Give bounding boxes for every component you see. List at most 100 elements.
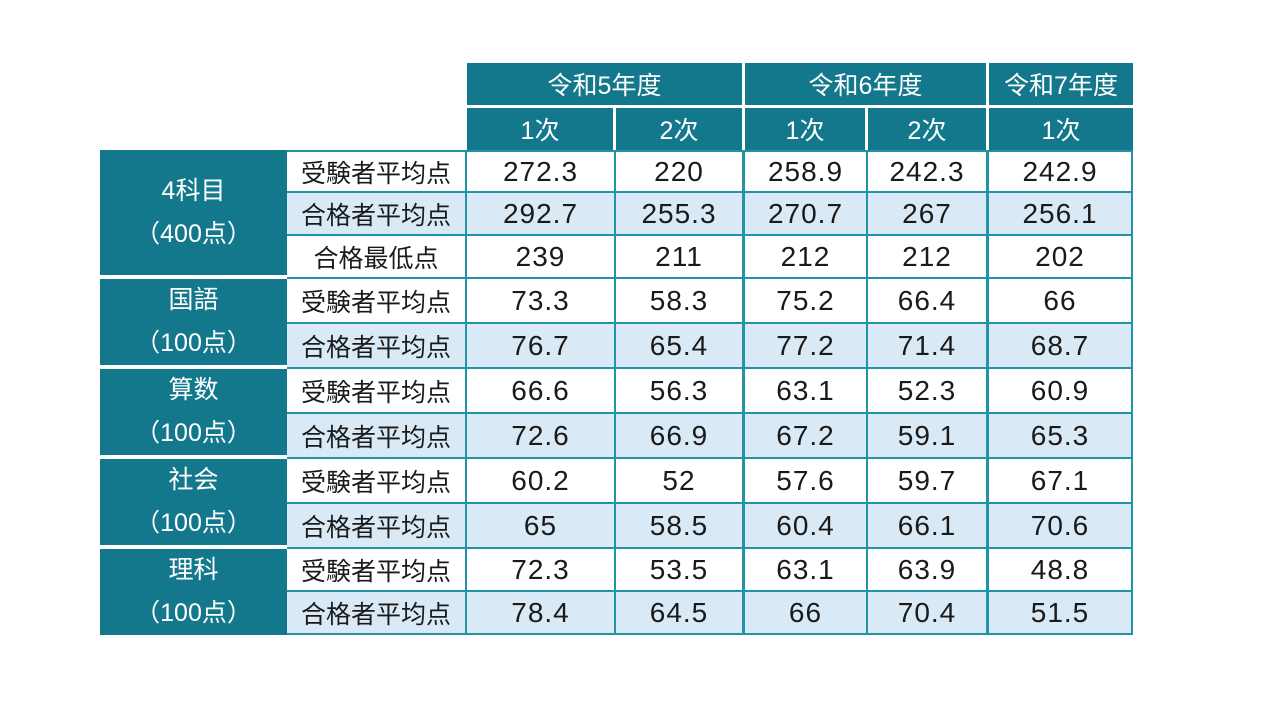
group-subject: 算数 xyxy=(168,376,219,404)
value-cell: 65 xyxy=(467,504,616,549)
value-cell: 75.2 xyxy=(745,279,868,324)
year-header-row: 令和5年度 令和6年度 令和7年度 xyxy=(100,63,1133,108)
value-cell: 66.9 xyxy=(616,414,745,459)
row-label: 合格者平均点 xyxy=(287,324,467,369)
header-spacer xyxy=(100,108,467,150)
value-cell: 56.3 xyxy=(616,369,745,414)
row-label: 受験者平均点 xyxy=(287,369,467,414)
group-max-score: （100点） xyxy=(135,329,252,357)
value-cell: 72.6 xyxy=(467,414,616,459)
value-cell: 66.1 xyxy=(868,504,989,549)
value-cell: 58.3 xyxy=(616,279,745,324)
value-cell: 71.4 xyxy=(868,324,989,369)
group-cell-math: 算数 （100点） xyxy=(100,369,287,459)
value-cell: 242.9 xyxy=(989,150,1133,193)
group-subject: 4科目 xyxy=(161,176,226,205)
value-cell: 242.3 xyxy=(868,150,989,193)
value-cell: 53.5 xyxy=(616,549,745,592)
value-cell: 67.1 xyxy=(989,459,1133,504)
value-cell: 70.6 xyxy=(989,504,1133,549)
group-max-score: （100点） xyxy=(135,599,252,627)
row-label: 受験者平均点 xyxy=(287,150,467,193)
value-cell: 66.6 xyxy=(467,369,616,414)
value-cell: 258.9 xyxy=(745,150,868,193)
value-cell: 212 xyxy=(868,236,989,279)
table-row: 合格者平均点 72.6 66.9 67.2 59.1 65.3 xyxy=(100,414,1133,459)
value-cell: 212 xyxy=(745,236,868,279)
table-row: 国語 （100点） 受験者平均点 73.3 58.3 75.2 66.4 66 xyxy=(100,279,1133,369)
row-label: 受験者平均点 xyxy=(287,279,467,324)
value-cell: 220 xyxy=(616,150,745,193)
session-header-r5-2nd: 2次 xyxy=(616,108,745,150)
value-cell: 65.4 xyxy=(616,324,745,369)
value-cell: 66 xyxy=(745,592,868,635)
value-cell: 51.5 xyxy=(989,592,1133,635)
value-cell: 60.4 xyxy=(745,504,868,549)
value-cell: 66.4 xyxy=(868,279,989,324)
value-cell: 63.9 xyxy=(868,549,989,592)
table-row: 社会 （100点） 受験者平均点 60.2 52 57.6 59.7 67.1 xyxy=(100,459,1133,549)
group-max-score: （100点） xyxy=(135,419,252,447)
table-row: 算数 （100点） 受験者平均点 66.6 56.3 63.1 52.3 60.… xyxy=(100,369,1133,459)
year-header-reiwa6: 令和6年度 xyxy=(745,63,989,108)
value-cell: 255.3 xyxy=(616,193,745,236)
table-row: 合格者平均点 78.4 64.5 66 70.4 51.5 xyxy=(100,592,1133,635)
value-cell: 73.3 xyxy=(467,279,616,324)
session-header-r6-1st: 1次 xyxy=(745,108,868,150)
table-row: 合格最低点 239 211 212 212 202 xyxy=(100,236,1133,279)
row-label: 合格最低点 xyxy=(287,236,467,279)
value-cell: 59.1 xyxy=(868,414,989,459)
session-header-r7-1st: 1次 xyxy=(989,108,1133,150)
value-cell: 60.9 xyxy=(989,369,1133,414)
table-row: 合格者平均点 292.7 255.3 270.7 267 256.1 xyxy=(100,193,1133,236)
group-subject: 国語 xyxy=(168,286,219,314)
value-cell: 256.1 xyxy=(989,193,1133,236)
value-cell: 52 xyxy=(616,459,745,504)
value-cell: 66 xyxy=(989,279,1133,324)
value-cell: 70.4 xyxy=(868,592,989,635)
table-row: 合格者平均点 65 58.5 60.4 66.1 70.6 xyxy=(100,504,1133,549)
value-cell: 52.3 xyxy=(868,369,989,414)
value-cell: 59.7 xyxy=(868,459,989,504)
value-cell: 267 xyxy=(868,193,989,236)
session-header-row: 1次 2次 1次 2次 1次 xyxy=(100,108,1133,150)
value-cell: 63.1 xyxy=(745,549,868,592)
value-cell: 272.3 xyxy=(467,150,616,193)
group-max-score: （100点） xyxy=(135,509,252,537)
value-cell: 63.1 xyxy=(745,369,868,414)
value-cell: 76.7 xyxy=(467,324,616,369)
session-header-r6-2nd: 2次 xyxy=(868,108,989,150)
row-label: 合格者平均点 xyxy=(287,193,467,236)
row-label: 受験者平均点 xyxy=(287,549,467,592)
row-label: 合格者平均点 xyxy=(287,592,467,635)
value-cell: 202 xyxy=(989,236,1133,279)
group-cell-4subjects: 4科目 （400点） xyxy=(100,150,287,279)
value-cell: 77.2 xyxy=(745,324,868,369)
group-max-score: （400点） xyxy=(135,219,252,248)
group-cell-japanese: 国語 （100点） xyxy=(100,279,287,369)
value-cell: 57.6 xyxy=(745,459,868,504)
row-label: 合格者平均点 xyxy=(287,504,467,549)
group-subject: 社会 xyxy=(168,466,219,494)
group-subject: 理科 xyxy=(168,556,219,584)
header-spacer xyxy=(100,63,467,108)
value-cell: 72.3 xyxy=(467,549,616,592)
table-row: 4科目 （400点） 受験者平均点 272.3 220 258.9 242.3 … xyxy=(100,150,1133,279)
value-cell: 78.4 xyxy=(467,592,616,635)
year-header-reiwa7: 令和7年度 xyxy=(989,63,1133,108)
value-cell: 60.2 xyxy=(467,459,616,504)
value-cell: 270.7 xyxy=(745,193,868,236)
value-cell: 65.3 xyxy=(989,414,1133,459)
table-row: 理科 （100点） 受験者平均点 72.3 53.5 63.1 63.9 48.… xyxy=(100,549,1133,635)
row-label: 合格者平均点 xyxy=(287,414,467,459)
session-header-r5-1st: 1次 xyxy=(467,108,616,150)
value-cell: 48.8 xyxy=(989,549,1133,592)
value-cell: 67.2 xyxy=(745,414,868,459)
group-cell-science: 理科 （100点） xyxy=(100,549,287,635)
group-cell-social-studies: 社会 （100点） xyxy=(100,459,287,549)
table-row: 合格者平均点 76.7 65.4 77.2 71.4 68.7 xyxy=(100,324,1133,369)
year-header-reiwa5: 令和5年度 xyxy=(467,63,745,108)
value-cell: 58.5 xyxy=(616,504,745,549)
value-cell: 211 xyxy=(616,236,745,279)
